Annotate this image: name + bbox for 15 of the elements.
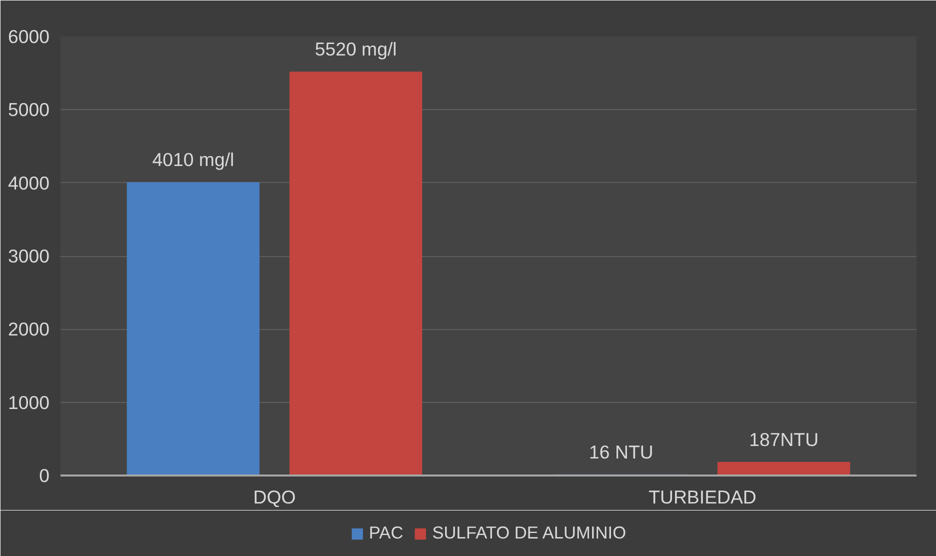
y-tick-label: 4000 — [8, 172, 50, 194]
data-label: 187NTU — [749, 428, 819, 450]
y-tick-label: 5000 — [8, 99, 50, 120]
legend-label: PAC — [368, 522, 404, 544]
y-tick-label: 2000 — [8, 318, 50, 340]
data-label: 16 NTU — [589, 441, 654, 462]
x-tick-label: TURBIEDAD — [648, 486, 756, 508]
y-tick-label: 1000 — [8, 392, 50, 413]
y-tick-label: 6000 — [8, 26, 50, 47]
data-label: 5520 mg/l — [314, 38, 397, 60]
y-tick-label: 3000 — [8, 246, 50, 266]
legend-label: SULFATO DE ALUMINIO — [432, 522, 626, 544]
data-label: 4010 mg/l — [152, 149, 234, 170]
y-tick-label: 0 — [39, 465, 50, 486]
x-tick-label: DQO — [253, 486, 296, 508]
